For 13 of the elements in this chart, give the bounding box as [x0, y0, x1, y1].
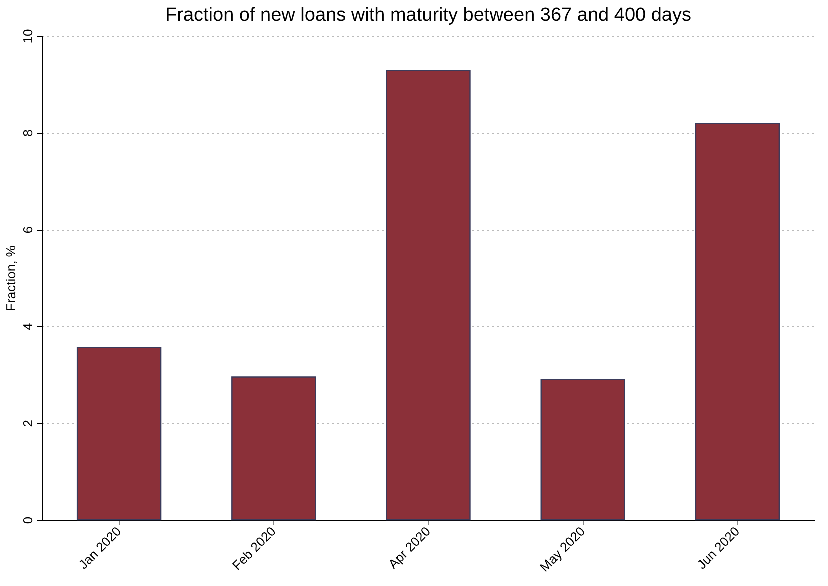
bar: [232, 376, 316, 521]
bar: [76, 347, 162, 521]
y-tick-label: 4: [20, 323, 36, 331]
y-tick-label: 6: [20, 226, 36, 234]
y-tick-label: 8: [20, 130, 36, 137]
bar: [540, 379, 626, 521]
bar: [386, 70, 471, 521]
y-tick-label: 2: [20, 420, 36, 428]
y-tick-label: 0: [20, 516, 36, 524]
chart-title: Fraction of new loans with maturity between 367 and 400 days: [166, 4, 692, 26]
y-tick-label: 10: [20, 29, 36, 44]
y-axis-title: Fraction, %: [4, 245, 18, 312]
bar: [695, 123, 780, 521]
